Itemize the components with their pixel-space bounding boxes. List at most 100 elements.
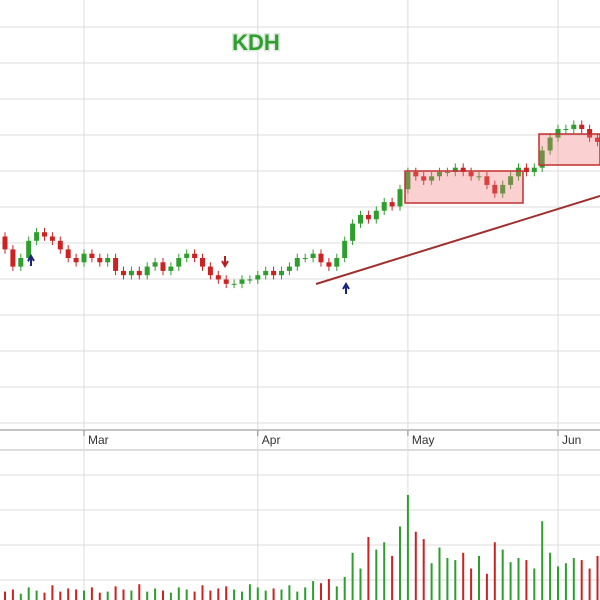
volume-bar bbox=[169, 592, 172, 600]
volume-bar bbox=[596, 555, 599, 600]
candle-body bbox=[200, 258, 205, 267]
candle-body bbox=[381, 202, 387, 211]
candle-body bbox=[176, 258, 182, 267]
volume-bar bbox=[241, 591, 243, 600]
candle-body bbox=[302, 258, 308, 259]
candle-body bbox=[460, 167, 466, 172]
volume-bar bbox=[422, 539, 425, 600]
candle-body bbox=[397, 189, 403, 207]
candle-body bbox=[421, 176, 427, 181]
volume-bar bbox=[549, 552, 552, 600]
candle-body bbox=[97, 258, 103, 263]
candle-body bbox=[81, 253, 87, 263]
grid bbox=[0, 26, 600, 581]
candle-body bbox=[34, 232, 40, 241]
candle-body bbox=[334, 258, 340, 267]
candle-body bbox=[136, 270, 142, 276]
candle-body bbox=[57, 240, 63, 250]
volume-bar bbox=[470, 568, 473, 600]
candle-body bbox=[271, 270, 277, 276]
candle-body bbox=[73, 258, 79, 263]
candle-body bbox=[373, 210, 379, 220]
candle-body bbox=[184, 253, 190, 258]
candle-body bbox=[215, 275, 221, 280]
candle-body bbox=[531, 167, 537, 172]
candle-body bbox=[492, 184, 498, 194]
volume-bar bbox=[248, 584, 251, 600]
candle-body bbox=[310, 253, 316, 258]
volume-bar bbox=[438, 547, 441, 600]
volume-bar bbox=[146, 591, 149, 600]
candle-body bbox=[255, 275, 261, 280]
volume-bar bbox=[485, 573, 488, 600]
volume-bar bbox=[478, 555, 480, 600]
volume-bar bbox=[209, 590, 212, 600]
candle-body bbox=[18, 258, 24, 267]
volume-bar bbox=[280, 589, 283, 600]
x-tick-label: Apr bbox=[262, 433, 281, 447]
candle-body bbox=[294, 258, 300, 267]
volume-bar bbox=[19, 593, 22, 600]
volume-bar bbox=[557, 566, 559, 600]
volume-bar bbox=[406, 495, 409, 600]
volume-bar bbox=[98, 592, 101, 600]
candle-body bbox=[405, 172, 411, 190]
volume-bar bbox=[177, 587, 180, 600]
volume-bar bbox=[296, 591, 299, 600]
volume-bar bbox=[4, 591, 6, 600]
volume-bar bbox=[327, 579, 330, 600]
volume-bar bbox=[564, 563, 567, 600]
volume-bar bbox=[43, 592, 46, 600]
volume-bar bbox=[383, 542, 386, 600]
candle-body bbox=[358, 215, 363, 224]
volume-bar bbox=[75, 589, 78, 600]
candle-body bbox=[563, 129, 569, 130]
volume-bar bbox=[335, 586, 338, 600]
volume-bar bbox=[541, 521, 544, 600]
volume-bar bbox=[304, 587, 307, 600]
volume-bar bbox=[59, 591, 62, 600]
volume-bar bbox=[122, 589, 125, 600]
candle-body bbox=[413, 172, 419, 177]
volume-bar bbox=[588, 568, 591, 600]
candle-body bbox=[468, 172, 474, 177]
candle-body bbox=[231, 283, 237, 285]
candle-body bbox=[539, 150, 545, 168]
candle-body bbox=[342, 240, 348, 258]
volume-bar bbox=[233, 589, 236, 600]
volume-bar bbox=[138, 584, 141, 600]
candle-body bbox=[113, 258, 119, 271]
annotations bbox=[27, 133, 600, 294]
candle-body bbox=[152, 262, 158, 267]
candle-body bbox=[192, 253, 198, 258]
candle-body bbox=[160, 262, 166, 271]
volume-bar bbox=[67, 588, 70, 600]
volume-bar bbox=[320, 583, 322, 600]
candle-body bbox=[484, 176, 490, 185]
buy-arrow bbox=[342, 282, 350, 294]
candle-body bbox=[500, 184, 506, 194]
volume-bar bbox=[493, 542, 496, 600]
volume-bar bbox=[375, 549, 378, 600]
volume-bar bbox=[256, 587, 259, 600]
candle-body bbox=[318, 253, 324, 263]
volume-bar bbox=[83, 590, 85, 600]
volume-bar bbox=[272, 588, 275, 600]
volume-bar bbox=[90, 587, 93, 600]
candle-body bbox=[239, 279, 245, 284]
sell-arrow bbox=[221, 256, 229, 268]
volume-bar bbox=[391, 555, 394, 600]
chart-title: KDH bbox=[232, 30, 280, 55]
volume-bar bbox=[343, 576, 346, 600]
candle-body bbox=[26, 240, 32, 258]
volume-bar bbox=[501, 549, 504, 600]
candle-body bbox=[128, 270, 134, 276]
candle-body bbox=[571, 124, 577, 129]
candle-body bbox=[595, 137, 600, 142]
volume-bar bbox=[27, 587, 30, 600]
volume-bar bbox=[525, 560, 528, 600]
candle-body bbox=[105, 258, 111, 263]
volume-bar bbox=[130, 590, 133, 600]
candle-body bbox=[389, 202, 395, 207]
